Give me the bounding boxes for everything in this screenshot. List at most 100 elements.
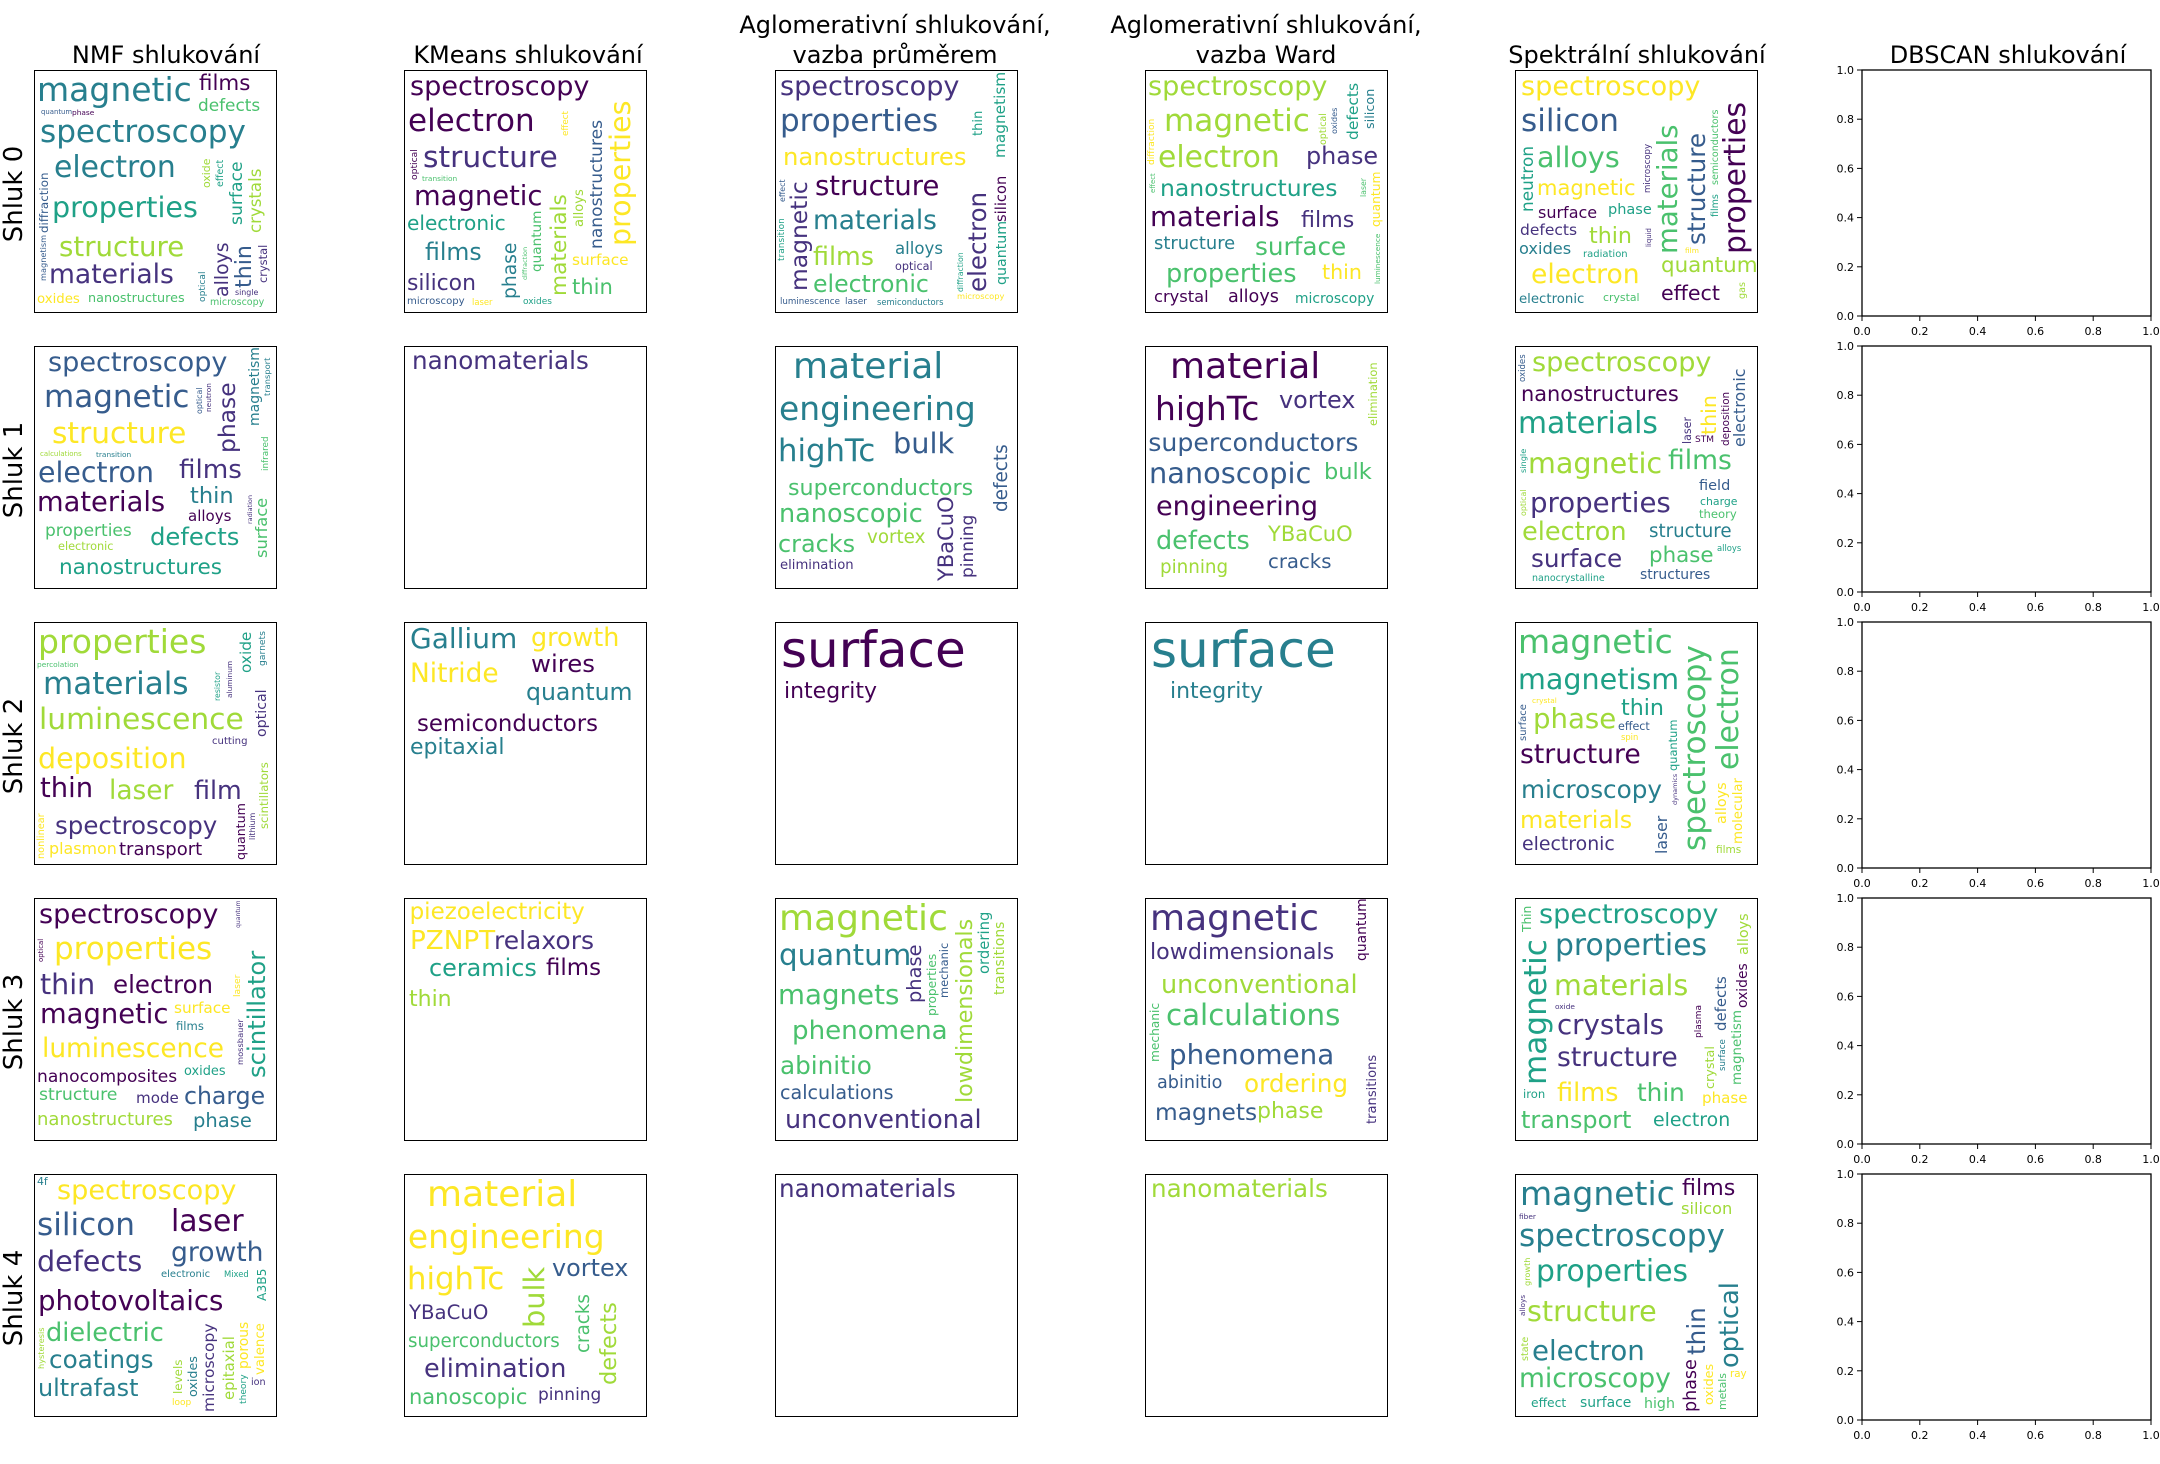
cloud-word: films: [179, 455, 242, 485]
x-tick-label: 0.0: [1853, 877, 1871, 890]
cloud-word: nanomaterials: [412, 346, 589, 375]
cloud-word: epitaxial: [220, 1335, 238, 1400]
cloud-word: unconventional: [785, 1105, 982, 1135]
cloud-word: surface: [781, 622, 966, 679]
cloud-word: unconventional: [1161, 970, 1358, 1000]
cloud-word: nanostructures: [587, 119, 607, 249]
cloud-word: effect: [1531, 1396, 1567, 1410]
wordcloud-r2-c0: properties materials luminescence depositio…: [34, 622, 277, 865]
cloud-word: surface: [252, 497, 271, 558]
cloud-word: oxides: [523, 297, 552, 307]
cloud-word: materials: [1520, 806, 1633, 834]
y-tick-label: 0.6: [1837, 714, 1855, 727]
cloud-word: YBaCuO: [409, 1301, 489, 1324]
y-tick-label: 0.8: [1837, 941, 1855, 954]
cloud-word: phase: [1681, 1358, 1701, 1412]
cloud-word: electron: [1522, 517, 1627, 547]
cloud-word: spectroscopy: [48, 347, 228, 378]
cloud-word: hysteresis: [36, 1327, 46, 1370]
cloud-word: materials: [1518, 406, 1658, 441]
y-tick-label: 0.8: [1837, 665, 1855, 678]
cloud-word: oxides: [37, 292, 80, 307]
cloud-word: vortex: [552, 1254, 629, 1282]
cloud-word: crystals: [1557, 1008, 1664, 1041]
cloud-word: films: [1301, 207, 1355, 233]
cloud-word: charge: [184, 1082, 266, 1110]
cloud-word: films: [1710, 194, 1721, 218]
cloud-word: thin: [1589, 223, 1632, 249]
cloud-word: cracks: [573, 1293, 594, 1353]
x-tick-label: 0.4: [1969, 601, 1987, 614]
cloud-word: surface: [174, 999, 231, 1017]
cloud-word: engineering: [1156, 491, 1319, 522]
cloud-word: vortex: [867, 527, 926, 548]
cloud-word: single: [235, 288, 259, 297]
cloud-word: luminescence: [39, 702, 244, 737]
cloud-word: high: [1644, 1396, 1675, 1412]
cloud-word: phase: [1702, 1089, 1748, 1107]
cloud-word: electron: [1653, 1109, 1731, 1131]
cloud-word: plasmon: [49, 839, 117, 858]
cloud-word: material: [427, 1174, 578, 1215]
cloud-word: nanostructures: [59, 555, 223, 580]
cloud-word: optical: [195, 387, 204, 415]
cloud-word: material: [1170, 346, 1321, 387]
cloud-word: superconductors: [1148, 428, 1359, 457]
empty-axes-r2: 0.0 0.0 0.2 0.2 0.4 0.4 0.6 0.6 0.8 0.8 1.0 1.0: [1837, 616, 2160, 890]
cloud-word: spectroscopy: [1521, 71, 1701, 102]
cloud-word: thin: [572, 274, 613, 299]
cloud-word: liquid: [1645, 227, 1653, 247]
cloud-word: STM: [1695, 435, 1714, 445]
cloud-word: cracks: [1268, 550, 1332, 573]
axes-frame: [1861, 621, 2152, 869]
cloud-word: quantum: [526, 678, 633, 706]
cloud-word: thin: [231, 245, 257, 289]
cloud-word: silicon: [1681, 1199, 1733, 1218]
cloud-word: optical: [895, 260, 933, 273]
x-tick-label: 1.0: [2142, 877, 2160, 890]
wordcloud-r4-c0: spectroscopy silicon laser defects photovolt…: [34, 1174, 277, 1417]
cloud-word: magnetic: [1520, 1174, 1675, 1213]
cloud-word: elimination: [424, 1354, 567, 1384]
wordcloud-r4-c1: material engineering highTc bulk superconduc…: [404, 1174, 647, 1417]
x-tick-label: 0.4: [1969, 1153, 1987, 1166]
cloud-word: thin: [1621, 695, 1664, 721]
cloud-word: magnetism: [247, 347, 263, 427]
cloud-word: bulk: [517, 1266, 551, 1329]
cloud-word: alloys: [1714, 782, 1730, 824]
cloud-word: structure: [1520, 739, 1641, 770]
cloud-word: transitions: [992, 921, 1008, 995]
cloud-word: scintillators: [257, 762, 271, 830]
cloud-word: magnetic: [44, 379, 190, 415]
cloud-word: magnets: [1155, 1099, 1258, 1126]
cloud-word: properties: [1718, 101, 1753, 254]
cloud-word: molecular: [1731, 778, 1746, 845]
cloud-word: structure: [59, 230, 185, 263]
cloud-word: oxides: [1519, 239, 1572, 258]
cloud-word: materials: [37, 487, 166, 518]
cloud-word: magnetic: [37, 70, 192, 109]
cloud-word: quantum: [235, 900, 242, 929]
cloud-word: materials: [1554, 968, 1689, 1002]
cloud-word: crystal: [1532, 696, 1557, 705]
cloud-word: magnets: [778, 978, 900, 1011]
cloud-word: YBaCuO: [1268, 522, 1353, 546]
cloud-word: alloys: [1228, 287, 1279, 307]
cloud-word: electron: [38, 456, 154, 489]
cloud-word: coatings: [49, 1345, 154, 1374]
cloud-word: deposition: [1720, 391, 1732, 446]
cloud-word: properties: [1166, 259, 1297, 289]
cloud-word: defects: [37, 1244, 143, 1278]
axes-frame: [1861, 69, 2152, 317]
cloud-word: silicon: [407, 271, 476, 296]
cloud-word: structure: [39, 1085, 118, 1105]
y-tick-label: 1.0: [1837, 340, 1855, 353]
cloud-word: radiation: [246, 495, 254, 525]
cloud-word: optical: [1318, 113, 1329, 145]
cloud-word: nanomaterials: [779, 1174, 956, 1203]
cloud-word: magnetic: [1537, 176, 1636, 200]
cloud-word: silicon: [37, 1207, 135, 1243]
cloud-word: microscopy: [957, 291, 1005, 301]
cloud-word: electronic: [161, 1269, 211, 1280]
cloud-word: defects: [198, 95, 261, 115]
